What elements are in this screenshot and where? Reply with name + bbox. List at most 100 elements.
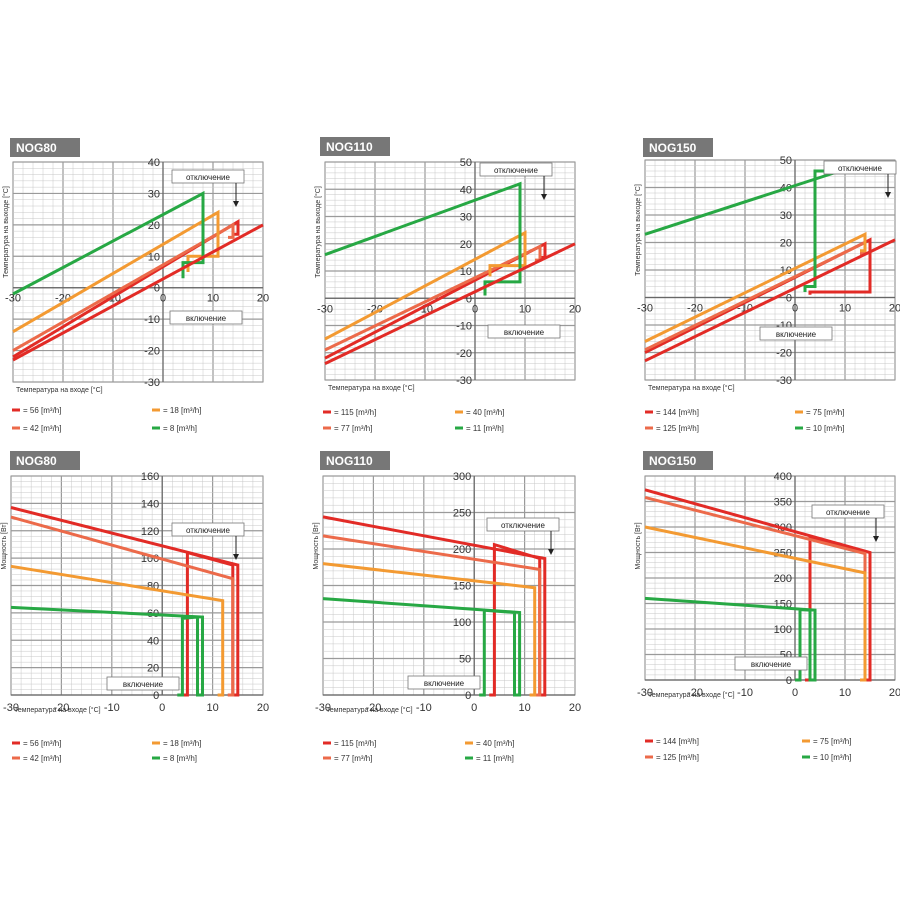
y-axis-label: Мощность [Вт] [1,522,8,569]
series-line [10,605,204,697]
series-line [12,222,235,352]
y-tick-label: 0 [465,690,471,702]
y-tick-label: 250 [453,508,471,520]
series-line [322,562,537,697]
y-tick-label: 10 [460,266,472,278]
series-line [322,534,542,697]
x-axis-label: Температура на входе [°C] [14,706,101,714]
svg-text:отключение: отключение [826,508,871,517]
x-tick-label: -30 [315,702,331,714]
arrow-off-head-icon [233,554,239,560]
chart-c4: NOG80-30 -20 -10 0 10 20160140120100806040200… [1,451,269,763]
callout-off: отключение [171,522,245,537]
svg-text:отключение: отключение [501,521,546,530]
y-tick-label: -30 [456,375,472,387]
x-tick-label: 10 [519,303,531,315]
legend: = 56 [m³/h] = 42 [m³/h] = 18 [m³/h] = 8 [m³… [12,739,201,763]
y-tick-label: 150 [453,581,471,593]
y-tick-label: 20 [148,220,160,232]
y-tick-label: 300 [453,471,471,483]
x-axis-label: Температура на входе [°C] [326,706,413,714]
svg-text:включение: включение [123,680,164,689]
callout-off: отключение [823,160,897,175]
callout-off: отключение [171,169,245,184]
x-tick-label: 20 [257,293,269,305]
y-axis-label: Мощность [Вт] [313,522,320,569]
chart-title: NOG110 [326,454,373,468]
x-tick-label: 0 [160,293,166,305]
legend-label: = 144 [m³/h] [656,737,699,746]
y-tick-label: -10 [456,321,472,333]
y-tick-label: -20 [776,348,792,360]
chart-title-tab [10,451,80,470]
x-tick-label: -30 [637,303,653,315]
x-tick-label: 20 [569,702,581,714]
legend-label: = 18 [m³/h] [163,739,201,748]
chart-title-tab [643,138,713,157]
legend-label: = 56 [m³/h] [23,406,61,415]
x-tick-label: -20 [687,303,703,315]
y-axis-label: Температура на выходе [°C] [314,186,322,278]
x-tick-label: 10 [839,687,851,699]
y-axis-label: Температура на выходе [°C] [634,184,642,276]
legend: = 144 [m³/h] = 125 [m³/h] = 75 [m³/h] = 10 … [645,737,851,762]
svg-text:включение: включение [186,314,227,323]
series-line [324,244,542,352]
series-line [644,169,841,292]
x-tick-label: 10 [207,293,219,305]
y-tick-label: 350 [774,497,792,509]
svg-text:включение: включение [504,328,545,337]
legend-label: = 11 [m³/h] [476,754,514,763]
y-tick-label: 20 [460,239,472,251]
arrow-off-head-icon [233,201,239,207]
legend-label: = 8 [m³/h] [163,424,197,433]
y-tick-label: 40 [147,635,159,647]
x-tick-label: -10 [104,702,120,714]
x-tick-label: 10 [206,702,218,714]
svg-text:включение: включение [424,679,465,688]
y-tick-label: 100 [453,617,471,629]
x-tick-label: 20 [569,303,581,315]
series-line [644,231,867,343]
legend-label: = 11 [m³/h] [466,424,504,433]
chart-title: NOG150 [649,141,697,155]
y-tick-label: 200 [774,573,792,585]
x-tick-label: 0 [472,303,478,315]
svg-text:отключение: отключение [186,173,231,182]
chart-title: NOG110 [326,140,373,154]
legend-label: = 77 [m³/h] [334,424,372,433]
x-tick-label: -30 [317,303,333,315]
x-tick-label: 10 [518,702,530,714]
x-tick-label: 0 [792,303,798,315]
x-tick-label: 20 [257,702,269,714]
x-tick-label: 0 [159,702,165,714]
legend: = 115 [m³/h] = 77 [m³/h] = 40 [m³/h] = 11 [… [323,408,504,433]
legend-label: = 42 [m³/h] [23,424,61,433]
legend: = 56 [m³/h] = 42 [m³/h] = 18 [m³/h] = 8 [m³… [12,406,201,433]
y-tick-label: 50 [780,155,792,167]
legend-label: = 18 [m³/h] [163,406,201,415]
y-tick-label: 120 [141,526,159,538]
y-tick-label: 0 [786,293,792,305]
x-tick-label: -30 [637,687,653,699]
legend-label: = 8 [m³/h] [163,754,197,763]
y-tick-label: -20 [456,348,472,360]
x-tick-label: 0 [471,702,477,714]
grid [10,475,264,696]
legend-label: = 75 [m³/h] [813,737,851,746]
chart-title-tab [10,138,80,157]
callout-off: отключение [479,162,553,177]
plot-area [12,161,264,383]
legend-label: = 10 [m³/h] [806,424,844,433]
chart-c1: NOG80-30 -20 -10 0 10 20403020100-10-20-30Тем… [2,138,269,433]
legend-label: = 125 [m³/h] [656,424,699,433]
callout-on: включение [759,326,833,341]
legend-label: = 10 [m³/h] [813,753,851,762]
y-tick-label: 40 [148,157,160,169]
chart-title: NOG80 [16,454,57,468]
chart-title-tab [643,451,713,470]
x-tick-label: -20 [367,303,383,315]
x-axis-label: Температура на входе [°C] [328,384,415,392]
